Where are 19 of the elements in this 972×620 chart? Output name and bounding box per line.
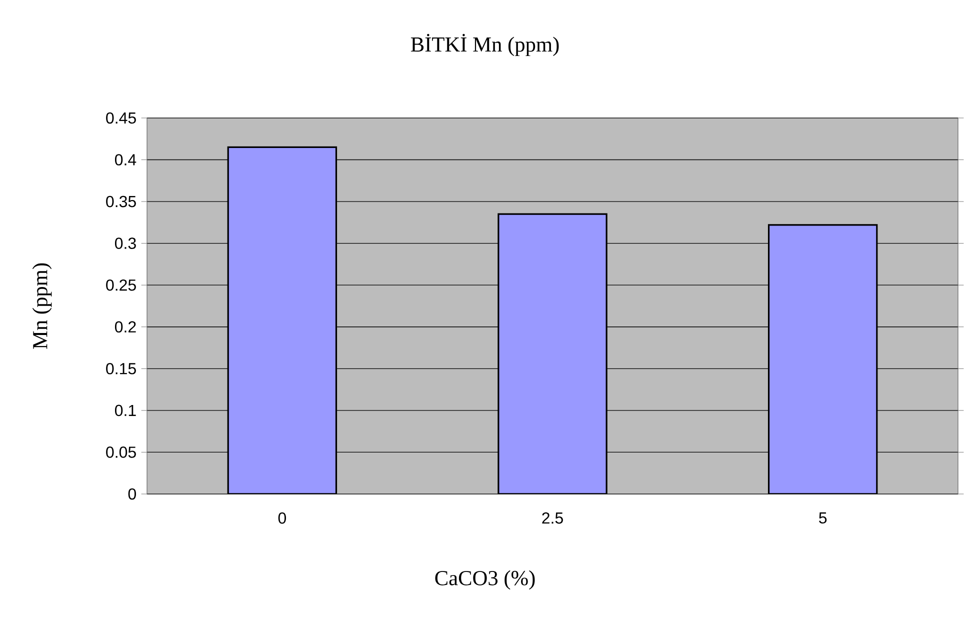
bar [768, 224, 878, 494]
y-tick-label: 0.2 [114, 321, 136, 333]
x-axis-title: CaCO3 (%) [435, 570, 535, 590]
y-tick-label: 0.25 [106, 279, 136, 291]
x-tick-label: 0 [278, 512, 286, 524]
y-axis-title: Mn (ppm) [32, 263, 52, 349]
y-tick-label: 0.4 [114, 154, 136, 166]
bar [227, 146, 338, 494]
x-tick-label: 5 [819, 512, 827, 524]
x-tick-label: 2.5 [542, 512, 563, 524]
y-tick-label: 0.1 [114, 404, 136, 416]
chart-title: BİTKİ Mn (ppm) [410, 34, 559, 56]
y-tick-label: 0.15 [106, 362, 136, 374]
bar [498, 213, 608, 494]
y-tick-label: 0.05 [106, 446, 136, 458]
y-tick-label: 0 [128, 488, 136, 500]
y-tick-label: 0.3 [114, 238, 136, 249]
y-tick-label: 0.35 [106, 196, 136, 208]
y-tick-label: 0.45 [106, 112, 136, 124]
